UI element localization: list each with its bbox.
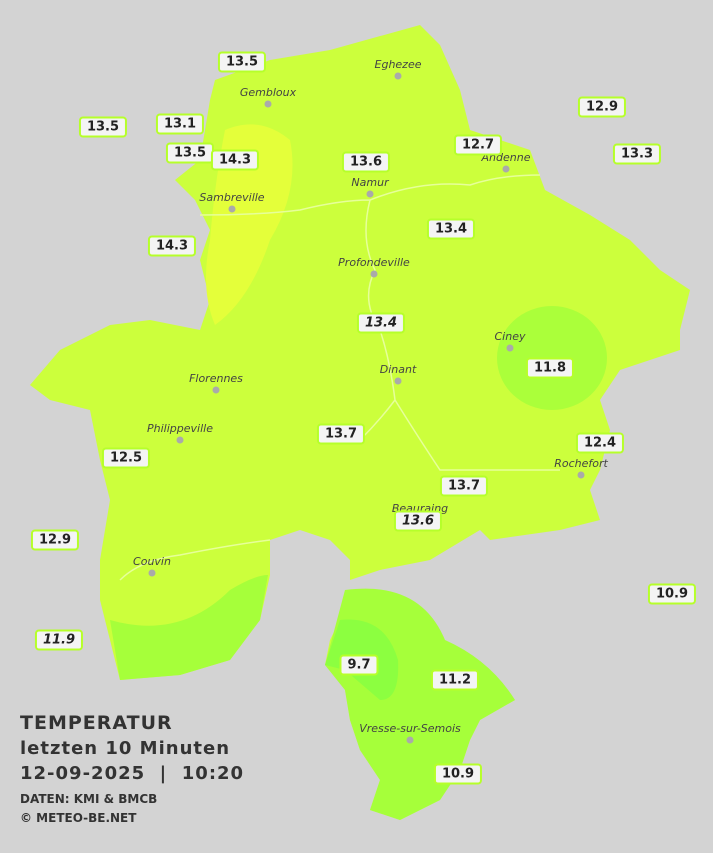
city-dot xyxy=(394,72,402,80)
station-value: 13.3 xyxy=(612,143,662,165)
station-value: 13.5 xyxy=(165,142,215,164)
city-label: Ciney xyxy=(494,330,526,343)
station-value: 11.8 xyxy=(525,357,575,379)
city-label: Sambreville xyxy=(199,191,265,204)
station-value: 13.7 xyxy=(439,475,489,497)
station-value: 13.5 xyxy=(217,51,267,73)
station-value: 13.1 xyxy=(155,113,205,135)
station-value: 12.5 xyxy=(101,447,151,469)
station-value: 11.9 xyxy=(34,629,84,651)
city-dot xyxy=(370,270,378,278)
city-label: Couvin xyxy=(133,555,171,568)
station-value: 12.4 xyxy=(575,432,625,454)
station-value: 12.9 xyxy=(30,529,80,551)
city-dot xyxy=(506,344,514,352)
caption-subtitle: letzten 10 Minuten xyxy=(20,738,231,759)
station-value: 12.9 xyxy=(577,96,627,118)
station-value: 13.6 xyxy=(341,151,391,173)
caption-datetime: 12-09-2025 | 10:20 xyxy=(20,763,245,784)
city-dot xyxy=(406,736,414,744)
station-value: 13.4 xyxy=(356,312,406,334)
city-dot xyxy=(212,386,220,394)
station-value: 13.4 xyxy=(426,218,476,240)
caption-title: TEMPERATUR xyxy=(20,712,173,734)
city-label: Profondeville xyxy=(338,256,410,269)
city-dot xyxy=(577,471,585,479)
caption-source: DATEN: KMI & BMCB xyxy=(20,792,158,806)
station-value: 14.3 xyxy=(210,149,260,171)
caption-copyright: © METEO-BE.NET xyxy=(20,811,137,825)
city-label: Rochefort xyxy=(554,457,608,470)
city-dot xyxy=(366,190,374,198)
city-label: Eghezee xyxy=(374,58,422,71)
city-dot xyxy=(264,100,272,108)
station-value: 13.6 xyxy=(393,510,443,532)
station-value: 12.7 xyxy=(453,134,503,156)
station-value: 10.9 xyxy=(433,763,483,785)
station-value: 13.7 xyxy=(316,423,366,445)
city-label: Namur xyxy=(351,176,389,189)
city-label: Florennes xyxy=(189,372,243,385)
cool-zone-south xyxy=(110,575,268,680)
city-dot xyxy=(148,569,156,577)
station-value: 9.7 xyxy=(339,654,379,676)
warm-zone xyxy=(206,124,293,325)
station-value: 14.3 xyxy=(147,235,197,257)
city-dot xyxy=(228,205,236,213)
city-label: Philippeville xyxy=(147,422,213,435)
city-label: Gembloux xyxy=(239,86,297,99)
station-value: 11.2 xyxy=(430,669,480,691)
station-value: 13.5 xyxy=(78,116,128,138)
city-dot xyxy=(176,436,184,444)
station-value: 10.9 xyxy=(647,583,697,605)
city-label: Vresse-sur-Semois xyxy=(359,722,461,735)
city-label: Dinant xyxy=(379,363,417,376)
city-dot xyxy=(394,377,402,385)
city-dot xyxy=(502,165,510,173)
